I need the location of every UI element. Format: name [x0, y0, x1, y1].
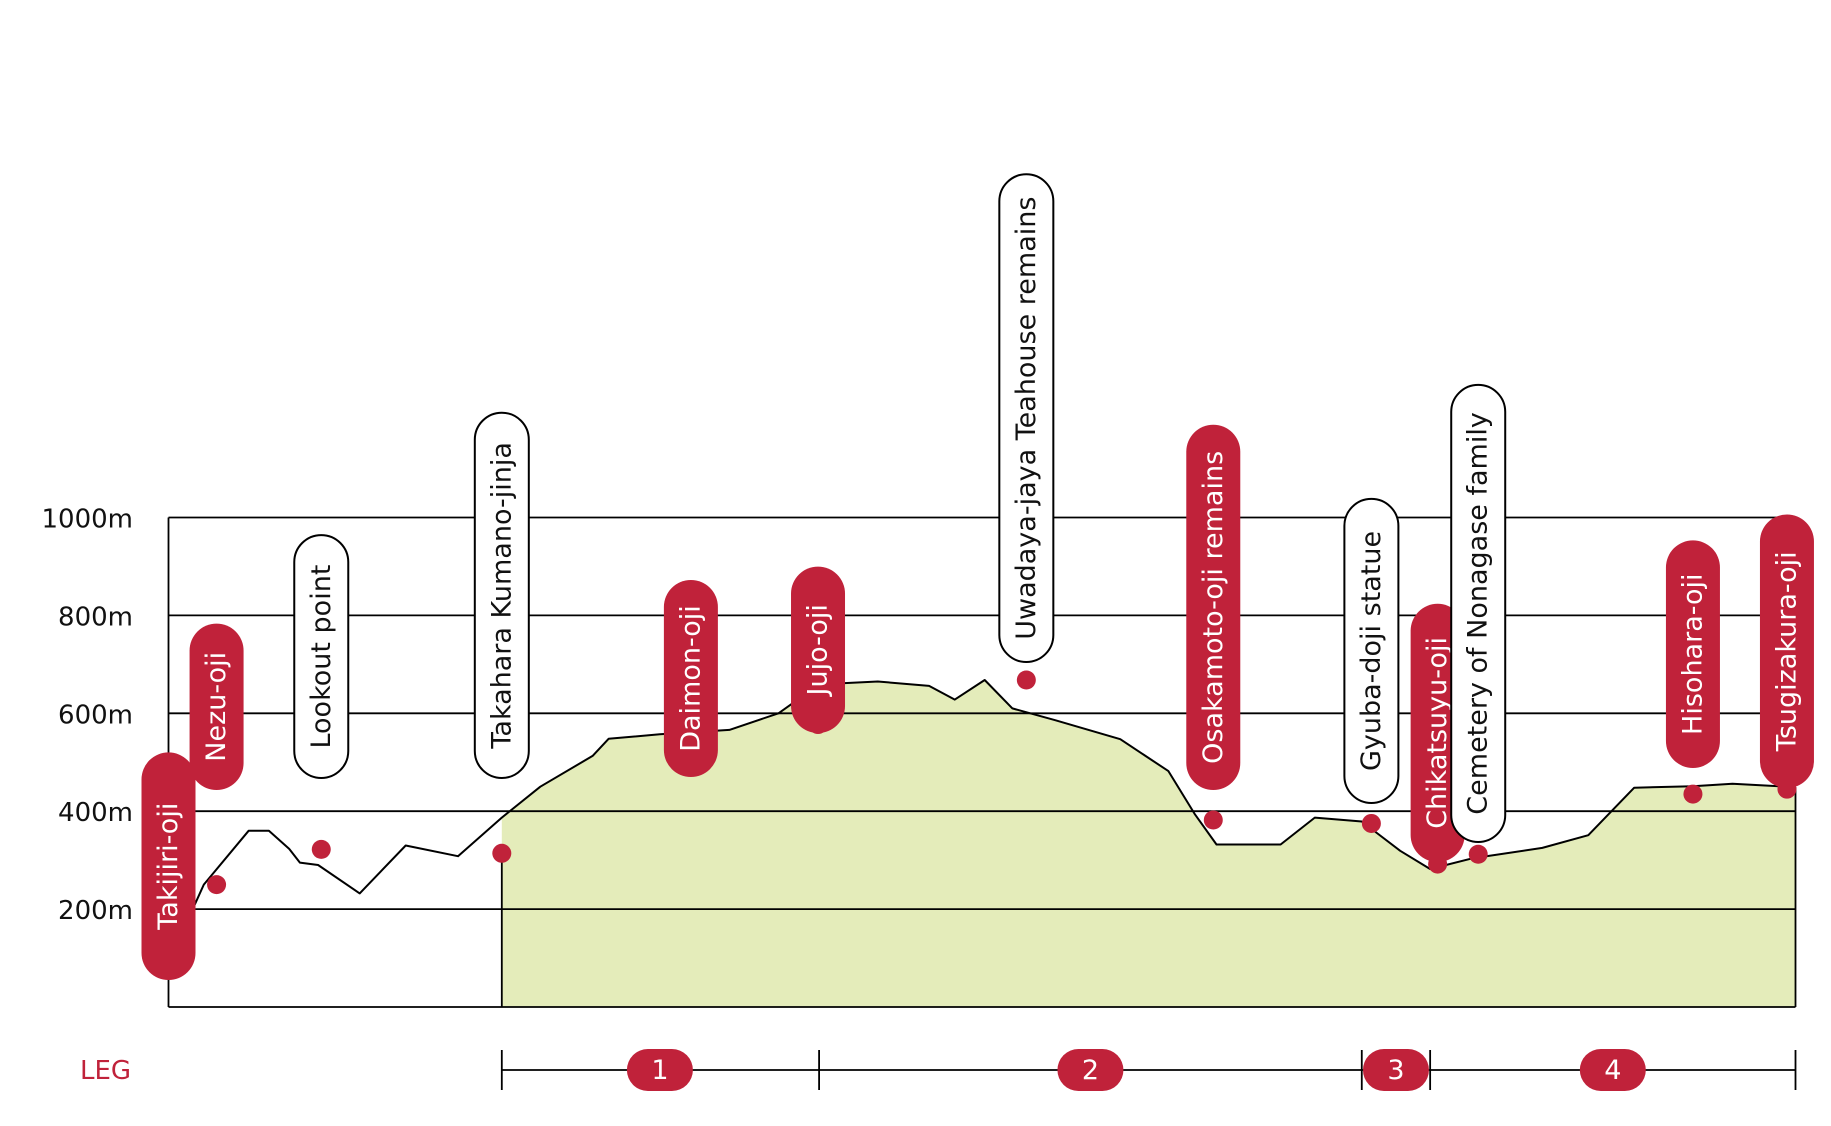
label-pill [141, 752, 196, 980]
waypoint-marker [311, 839, 331, 859]
leg-badge [1362, 1049, 1429, 1091]
waypoint-marker [1468, 844, 1488, 864]
label-pill [293, 534, 350, 779]
leg-badge [1579, 1049, 1646, 1091]
elevation-line [167, 679, 1796, 964]
waypoint-name: Tsugizakura-oji [1771, 551, 1802, 752]
waypoint-label: Hisohara-oji [1665, 540, 1720, 768]
waypoint-marker [1203, 810, 1223, 830]
leg-number: 2 [1082, 1055, 1099, 1086]
waypoint-marker [1016, 670, 1036, 690]
waypoint-label: Osakamoto-oji remains [1186, 424, 1241, 790]
leg-number: 3 [1387, 1055, 1404, 1086]
y-tick-label: 800m [58, 602, 133, 632]
elevation-area [501, 680, 1796, 1007]
waypoint-name: Takijiri-oji [153, 803, 184, 931]
waypoint-label: Tsugizakura-oji [1759, 514, 1814, 788]
waypoint-marker [1683, 784, 1703, 804]
waypoint-labels: Takijiri-oji Nezu-oji Lookout point Takahar… [141, 173, 1814, 980]
waypoint-name: Lookout point [306, 565, 337, 749]
label-pill [998, 173, 1055, 664]
leg-bar: LEG 1 2 3 4 [80, 1049, 1797, 1091]
label-pill [473, 411, 530, 779]
waypoint-label: Cemetery of Nonagase family [1450, 383, 1507, 843]
waypoint-name: Jujo-oji [803, 604, 834, 697]
area-layer [501, 680, 1796, 1007]
label-pill [791, 566, 846, 733]
waypoint-label: Takijiri-oji [141, 752, 196, 980]
waypoint-name: Daimon-oji [675, 605, 706, 752]
waypoint-label: Jujo-oji [791, 566, 846, 733]
waypoint-name: Uwadaya-jaya Teahouse remains [1011, 197, 1042, 640]
waypoint-name: Nezu-oji [201, 652, 232, 762]
waypoint-name: Cemetery of Nonagase family [1463, 412, 1494, 815]
waypoint-marker [1361, 813, 1381, 833]
leg-number: 1 [651, 1055, 668, 1086]
gridlines [167, 516, 1797, 1008]
leg-segment: 1 [626, 1049, 693, 1091]
waypoint-name: Hisohara-oji [1677, 573, 1708, 734]
waypoint-label: Gyuba-doji statue [1343, 497, 1400, 804]
waypoint-marker [492, 843, 512, 863]
waypoint-marker [207, 875, 227, 895]
waypoint-label: Lookout point [293, 534, 350, 779]
waypoint-label: Uwadaya-jaya Teahouse remains [998, 173, 1055, 664]
leg-title: LEG [80, 1056, 131, 1086]
profile-layer [167, 679, 1796, 964]
waypoint-name: Takahara Kumano-jinja [486, 442, 517, 750]
y-tick-label: 1000m [42, 505, 134, 535]
leg-badge [626, 1049, 693, 1091]
leg-badge [1057, 1049, 1124, 1091]
waypoint-name: Osakamoto-oji remains [1198, 451, 1229, 764]
leg-segment: 4 [1579, 1049, 1646, 1091]
waypoint-name: Gyuba-doji statue [1356, 531, 1387, 771]
leg-number: 4 [1604, 1055, 1621, 1086]
label-pill [663, 580, 718, 777]
y-tick-label: 600m [58, 700, 133, 730]
label-pill [1759, 514, 1814, 788]
leg-segment: 3 [1362, 1049, 1429, 1091]
y-axis-ticks: 200m 400m 600m 800m 1000m [42, 505, 134, 927]
waypoint-label: Takahara Kumano-jinja [473, 411, 530, 779]
waypoint-name: Chikatsuyu-oji [1422, 637, 1453, 829]
label-pill [1450, 383, 1507, 843]
waypoint-label: Nezu-oji [189, 623, 244, 790]
y-tick-label: 400m [58, 798, 133, 828]
waypoint-label: Daimon-oji [663, 580, 718, 777]
label-pill [1343, 497, 1400, 804]
label-pill [189, 623, 244, 790]
leg-segment: 2 [1057, 1049, 1124, 1091]
y-tick-label: 200m [58, 896, 133, 926]
label-pill [1186, 424, 1241, 790]
label-pill [1665, 540, 1720, 768]
